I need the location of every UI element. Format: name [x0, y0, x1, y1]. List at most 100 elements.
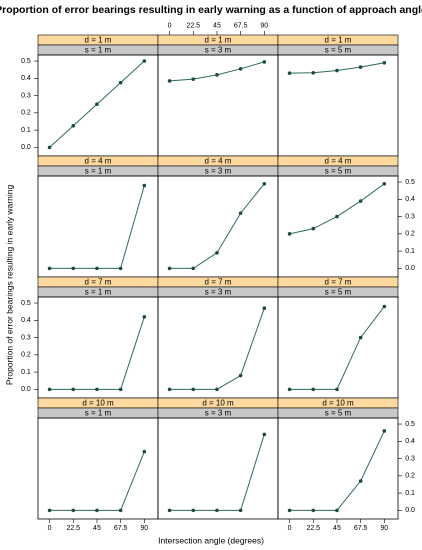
point — [238, 211, 243, 215]
point — [238, 373, 243, 378]
y-tick-label: 0.1 — [21, 127, 31, 134]
point — [215, 387, 219, 392]
panel — [157, 54, 279, 157]
point — [287, 508, 292, 513]
line — [289, 183, 385, 235]
x-tick-label: 67.5 — [114, 525, 128, 532]
y-tick-label: 0.0 — [21, 386, 31, 393]
y-tick-label: 0.2 — [405, 473, 415, 480]
strip-label: s = 1 m — [85, 167, 112, 176]
point — [287, 232, 292, 236]
point — [95, 387, 99, 392]
line — [49, 185, 145, 269]
y-tick-label: 0.1 — [405, 248, 415, 255]
line — [169, 434, 265, 511]
point — [118, 266, 123, 271]
point — [142, 449, 147, 454]
x-tick-label: 90 — [140, 525, 148, 532]
point — [47, 387, 52, 392]
x-tick-label: 90 — [380, 525, 388, 532]
strip-label: d = 7 m — [325, 278, 352, 287]
strip-label: s = 3 m — [205, 167, 232, 176]
panel — [277, 417, 399, 520]
point — [215, 251, 219, 255]
line — [289, 306, 385, 390]
strip-label: s = 3 m — [205, 409, 232, 418]
strip-label: d = 4 m — [205, 157, 232, 166]
x-tick-label: 22.5 — [186, 23, 200, 30]
strip-label: d = 10 m — [82, 399, 114, 408]
y-tick-label: 0.4 — [21, 317, 31, 324]
strip-label: d = 1 m — [325, 36, 352, 45]
point — [71, 123, 76, 128]
x-tick-label: 67.5 — [354, 525, 368, 532]
y-tick-label: 0.0 — [21, 144, 31, 151]
point — [191, 508, 196, 513]
y-tick-label: 0.4 — [21, 75, 31, 82]
point — [118, 387, 123, 392]
point — [215, 508, 219, 513]
x-tick-label: 45 — [93, 525, 101, 532]
strip-label: s = 1 m — [85, 46, 112, 55]
point — [191, 387, 196, 392]
y-tick-label: 0.5 — [21, 58, 31, 65]
y-tick-label: 0.3 — [21, 92, 31, 99]
strip-label: s = 5 m — [325, 409, 352, 418]
point — [311, 70, 316, 75]
line — [49, 451, 145, 511]
x-tick-label: 0 — [48, 525, 52, 532]
strip-label: d = 1 m — [85, 36, 112, 45]
y-axis-label: Proportion of error bearings resulting i… — [4, 185, 14, 386]
x-axis-label: Intersection angle (degrees) — [158, 535, 264, 545]
panel — [157, 417, 279, 520]
point — [382, 429, 387, 433]
point — [167, 266, 172, 271]
point — [167, 387, 172, 392]
line — [49, 316, 145, 390]
strip-label: s = 3 m — [205, 288, 232, 297]
panel — [37, 296, 159, 399]
point — [238, 67, 243, 71]
point — [311, 226, 316, 231]
y-tick-label: 0.0 — [405, 507, 415, 514]
point — [262, 181, 267, 186]
strip-label: d = 4 m — [85, 157, 112, 166]
y-tick-label: 0.2 — [21, 110, 31, 117]
y-tick-label: 0.3 — [405, 213, 415, 220]
point — [118, 508, 123, 513]
point — [358, 335, 363, 340]
point — [358, 479, 363, 483]
point — [311, 387, 316, 392]
point — [71, 387, 76, 392]
strip-label: d = 4 m — [325, 157, 352, 166]
strip-label: s = 1 m — [85, 288, 112, 297]
point — [238, 508, 243, 513]
point — [335, 214, 339, 219]
panel — [157, 296, 279, 399]
point — [262, 306, 267, 311]
line — [169, 308, 265, 390]
point — [287, 71, 292, 75]
point — [335, 68, 339, 73]
strip-label: s = 5 m — [325, 167, 352, 176]
point — [215, 73, 219, 77]
y-tick-label: 0.5 — [21, 300, 31, 307]
panel — [37, 175, 159, 278]
point — [95, 508, 99, 513]
x-tick-label: 22.5 — [66, 525, 80, 532]
point — [382, 181, 387, 186]
y-tick-label: 0.5 — [405, 179, 415, 186]
strip-label: d = 7 m — [205, 278, 232, 287]
x-tick-label: 0 — [288, 525, 292, 532]
point — [382, 60, 387, 65]
point — [71, 266, 76, 271]
point — [358, 199, 363, 203]
point — [382, 304, 387, 309]
point — [191, 77, 196, 81]
point — [142, 183, 147, 188]
strip-label: s = 5 m — [325, 46, 352, 55]
y-tick-label: 0.4 — [405, 196, 415, 203]
x-tick-label: 45 — [213, 23, 221, 30]
x-tick-label: 67.5 — [234, 23, 248, 30]
